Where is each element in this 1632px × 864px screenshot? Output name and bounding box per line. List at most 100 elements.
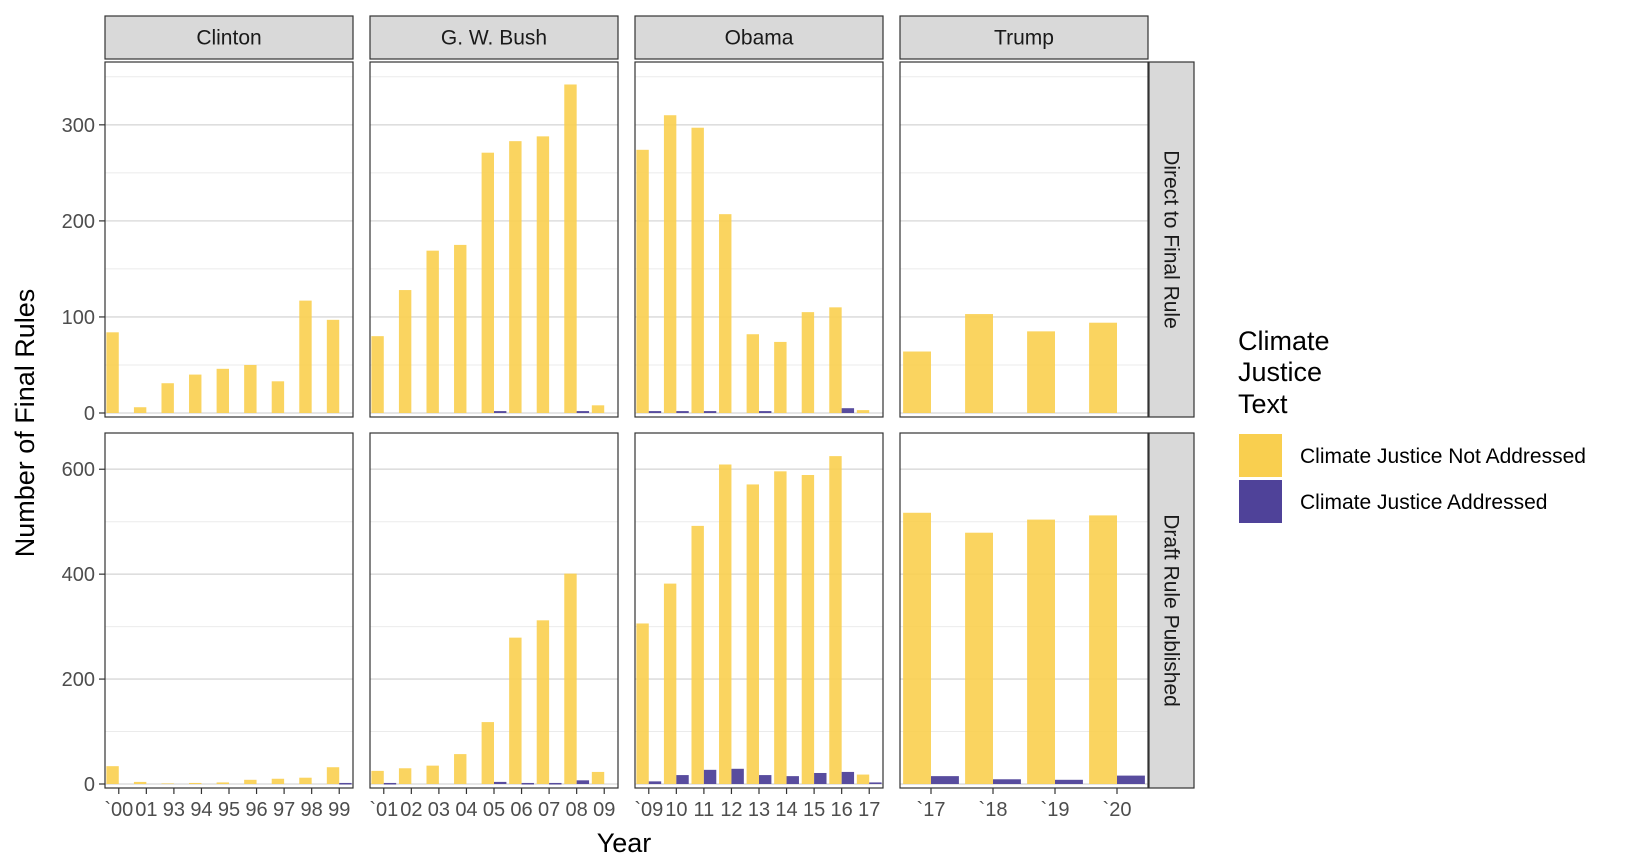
bar-not-addressed — [371, 336, 384, 413]
panel-border — [899, 432, 1149, 789]
bar-not-addressed — [244, 364, 257, 413]
x-tick-label: 04 — [455, 799, 477, 821]
bar-not-addressed — [564, 84, 577, 413]
x-tick-label: 07 — [538, 799, 560, 821]
panel-background — [105, 62, 353, 417]
bar-not-addressed — [216, 782, 229, 784]
x-tick-label: `19 — [1041, 799, 1070, 821]
panel-border — [369, 61, 619, 418]
y-tick-label: 600 — [62, 459, 95, 481]
y-tick-label: 400 — [62, 564, 95, 586]
bar-not-addressed — [454, 754, 467, 784]
legend: Climate Justice Text Climate Justice Not… — [1238, 326, 1586, 523]
panel-border — [634, 61, 884, 418]
row-strip-label: Draft Rule Published — [1160, 514, 1183, 707]
bar-not-addressed — [189, 782, 202, 784]
bar-not-addressed — [774, 471, 787, 784]
bar-not-addressed — [691, 127, 704, 413]
bar-addressed — [759, 775, 772, 784]
bar-addressed — [1055, 779, 1083, 784]
bar-not-addressed — [591, 405, 605, 413]
x-tick-label: 95 — [218, 799, 240, 821]
x-tick-label: `09 — [634, 799, 663, 821]
panel-direct-to-final-rule-trump — [899, 61, 1149, 418]
bar-not-addressed — [133, 407, 147, 413]
bar-addressed — [383, 782, 397, 785]
bar-not-addressed — [189, 374, 202, 413]
row-strip-draft-rule-published — [1148, 432, 1195, 789]
x-tick-label: 10 — [665, 799, 687, 821]
panel-draft-rule-published-g-w-bush — [369, 432, 619, 789]
x-tick-label: 01 — [135, 799, 157, 821]
bar-addressed — [814, 772, 827, 784]
bar-addressed — [786, 776, 799, 784]
bar-addressed — [648, 411, 662, 413]
panel-draft-rule-published-trump — [899, 432, 1149, 789]
bar-not-addressed — [663, 583, 677, 784]
bar-not-addressed — [481, 722, 494, 784]
y-tick-label: 0 — [84, 774, 95, 796]
bar-not-addressed — [663, 115, 677, 414]
bar-not-addressed — [536, 136, 550, 414]
column-strip-clinton — [104, 15, 354, 60]
bar-addressed — [576, 780, 590, 784]
legend-title-line-3: Text — [1238, 389, 1288, 419]
bar-not-addressed — [398, 290, 412, 413]
bar-not-addressed — [326, 319, 340, 413]
x-tick-label: 16 — [831, 799, 853, 821]
axes: 0 100 200 300 0 200 400 600 `00 01 93 94 95 96 97 98 99 `… — [62, 115, 1132, 821]
x-tick-label: `00 — [104, 799, 133, 821]
column-strip-label: G. W. Bush — [441, 27, 547, 50]
y-axis-title: Number of Final Rules — [10, 289, 40, 558]
legend-label-not-addressed: Climate Justice Not Addressed — [1300, 445, 1586, 468]
bar-not-addressed — [719, 464, 732, 784]
bar-not-addressed — [271, 778, 285, 784]
bar-not-addressed — [746, 484, 759, 784]
panel-background — [105, 433, 353, 788]
column-strip-g-w-bush — [369, 15, 619, 60]
x-tick-label: 05 — [483, 799, 505, 821]
x-tick-label: 03 — [428, 799, 450, 821]
column-strip-obama — [634, 15, 884, 60]
x-tick-label: 98 — [301, 799, 323, 821]
x-tick-label: 06 — [510, 799, 532, 821]
bar-not-addressed — [1027, 519, 1055, 784]
legend-key-not-addressed — [1239, 434, 1282, 477]
x-tick-label: `18 — [979, 799, 1008, 821]
bar-not-addressed — [746, 334, 759, 413]
bar-addressed — [703, 411, 717, 413]
bar-not-addressed — [426, 250, 439, 413]
bar-not-addressed — [903, 351, 931, 413]
x-axis-title: Year — [597, 828, 652, 858]
x-tick-label: 14 — [775, 799, 797, 821]
bar-not-addressed — [299, 777, 312, 784]
bar-not-addressed — [829, 307, 842, 413]
bar-not-addressed — [509, 637, 522, 784]
x-tick-label: 94 — [190, 799, 212, 821]
bar-addressed — [931, 776, 959, 784]
x-tick-label: 02 — [400, 799, 422, 821]
column-strip-label: Clinton — [196, 27, 261, 50]
x-tick-label: 15 — [803, 799, 825, 821]
bar-not-addressed — [454, 244, 467, 413]
bar-addressed — [841, 408, 855, 413]
bar-addressed — [676, 775, 689, 784]
x-tick-label: 93 — [163, 799, 185, 821]
bar-addressed — [648, 781, 662, 784]
bar-not-addressed — [536, 620, 550, 784]
bar-not-addressed — [271, 381, 285, 413]
bar-addressed — [869, 782, 882, 784]
x-tick-label: 96 — [245, 799, 267, 821]
panel-draft-rule-published-obama — [634, 432, 884, 789]
bar-not-addressed — [903, 512, 931, 784]
bar-not-addressed — [106, 332, 119, 413]
panel-direct-to-final-rule-g-w-bush — [369, 61, 619, 418]
panel-border — [899, 61, 1149, 418]
bar-not-addressed — [636, 623, 649, 784]
x-tick-label: `20 — [1103, 799, 1132, 821]
x-tick-label: 08 — [566, 799, 588, 821]
bar-not-addressed — [636, 149, 649, 413]
legend-title-line-2: Justice — [1238, 357, 1322, 387]
bar-not-addressed — [326, 767, 340, 784]
x-tick-label: `01 — [369, 799, 398, 821]
